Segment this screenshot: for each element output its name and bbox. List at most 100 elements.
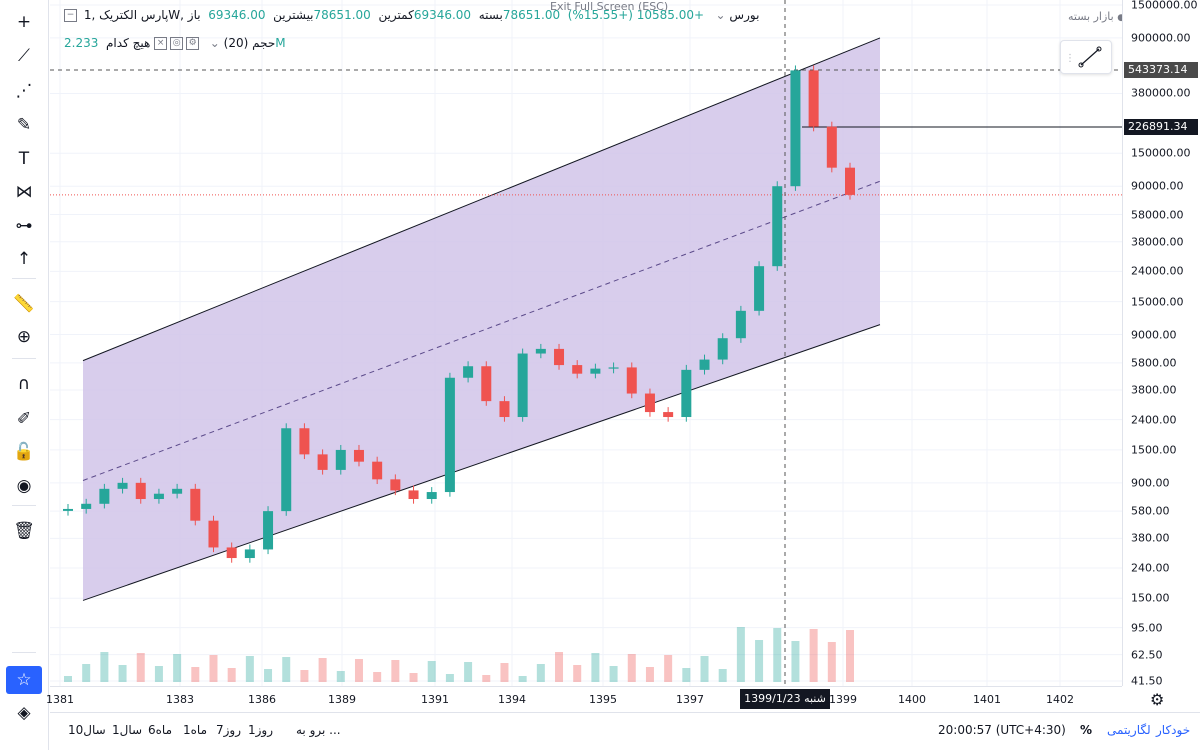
line-tool-button[interactable]: ⋮ [1060, 40, 1112, 74]
price-tick: 9000.00 [1131, 328, 1177, 342]
candle-body [608, 367, 619, 369]
layers-icon[interactable]: ◈ [17, 703, 31, 723]
candle-body [681, 369, 692, 418]
volume-bar [627, 654, 636, 682]
volume-bar [173, 654, 182, 682]
volume-sublabel: هیچ کدام [106, 36, 151, 50]
candle-body [644, 393, 655, 413]
unlock-icon[interactable]: 🔓 [13, 442, 35, 462]
volume-bar [445, 674, 454, 682]
volume-label[interactable]: حجم (20) [223, 36, 276, 50]
range-button[interactable]: 1ماه [183, 723, 208, 737]
status-dot-icon: ● [1117, 13, 1125, 23]
candle-body [263, 511, 274, 550]
candle-body [754, 266, 765, 311]
price-tick: 38000.00 [1131, 235, 1184, 249]
log-scale-toggle[interactable]: لگاریتمی [1107, 723, 1151, 737]
collapse-legend-icon[interactable]: − [64, 9, 77, 22]
volume-bar [282, 657, 291, 682]
chevron-down-icon[interactable]: ⌄ [209, 36, 220, 50]
text-icon[interactable]: T [18, 149, 30, 169]
volume-bar [300, 670, 309, 682]
candle-body [135, 482, 146, 500]
toolbar-divider [12, 358, 36, 359]
price-tick: 900000.00 [1131, 31, 1191, 45]
percent-toggle[interactable]: % [1080, 723, 1093, 737]
price-tick: 58000.00 [1131, 208, 1184, 221]
bottom-toolbar: 10سال 1سال 6ماه 1ماه 7روز 1روز برو به ... 20:… [50, 712, 1200, 751]
market-status-text: بازار بسته [1068, 10, 1114, 23]
high-value: 78651.00 [313, 8, 371, 22]
candle-body [299, 428, 310, 455]
prediction-icon[interactable]: ⊶ [15, 216, 33, 236]
settings-icon[interactable]: ⚙ [186, 37, 200, 50]
candle-body [535, 348, 546, 354]
time-scale[interactable]: شنبه 1399/1/23 1381 1383 1386 1389 1391 1394 1… [46, 686, 1122, 713]
price-tick: 240.00 [1131, 561, 1170, 575]
chart-area[interactable]: − پارس الکتریک ,1W, بورس ⌄ +10585.00 (+1… [46, 0, 1200, 751]
svg-text:⋮: ⋮ [1065, 53, 1075, 64]
volume-bar [154, 666, 163, 682]
ruler-icon[interactable]: 📏 [13, 294, 35, 314]
fullscreen-hint: Exit Full Screen (ESC) [550, 0, 669, 13]
pencil-lock-icon[interactable]: ✐ [16, 409, 32, 429]
toolbar-divider [12, 652, 36, 653]
chart-plot[interactable] [50, 0, 1122, 686]
candle-body [699, 359, 710, 370]
brush-icon[interactable]: ✎ [16, 115, 32, 135]
price-scale[interactable]: 1500000.00 900000.00 380000.00 150000.00 900… [1122, 0, 1200, 688]
price-tick: 62.50 [1131, 648, 1163, 662]
crosshair-price-label: 226891.34 [1124, 119, 1198, 135]
volume-bar [682, 668, 691, 682]
crosshair-icon[interactable]: + [16, 12, 32, 32]
close-icon[interactable]: × [154, 37, 168, 50]
visibility-icon[interactable]: ◎ [170, 37, 184, 50]
time-tick: 1386 [248, 693, 276, 706]
price-tick: 150000.00 [1131, 146, 1191, 160]
open-label: باز [187, 8, 201, 22]
candle-body [444, 377, 455, 493]
close-label: بسته [478, 8, 503, 22]
volume-bar [82, 664, 91, 682]
chart-settings-icon[interactable]: ⚙ [1150, 690, 1165, 709]
price-tick: 41.50 [1131, 674, 1163, 688]
volume-bar [755, 640, 764, 682]
market-status: بازار بسته ● [1068, 10, 1125, 23]
candle-body [790, 70, 801, 187]
price-tick: 15000.00 [1131, 295, 1184, 309]
range-button[interactable]: 10سال [68, 723, 106, 737]
magnet-icon[interactable]: ∩ [17, 374, 31, 394]
trash-icon[interactable]: 🗑 [13, 521, 35, 541]
close-value: 78651.00 [502, 8, 561, 22]
range-button[interactable]: 6ماه [148, 723, 173, 737]
toolbar-divider [12, 505, 36, 506]
high-label: بیشترین [273, 8, 314, 22]
symbol-title[interactable]: پارس الکتریک ,1W, بورس [83, 8, 760, 22]
price-tick: 380000.00 [1131, 86, 1191, 100]
arrow-up-icon[interactable]: ↑ [16, 249, 32, 269]
volume-bar [336, 671, 345, 682]
candle-body [408, 490, 419, 500]
volume-bar [500, 663, 509, 682]
candle-body [481, 366, 492, 402]
volume-bar [391, 660, 400, 682]
range-button[interactable]: 1سال [112, 723, 143, 737]
time-tick: 1401 [973, 693, 1001, 706]
trendline-icon[interactable]: ⟋ [18, 46, 30, 66]
zoom-in-icon[interactable]: ⊕ [16, 327, 32, 347]
volume-bar [536, 664, 545, 682]
chart-legend: − پارس الکتریک ,1W, بورس ⌄ +10585.00 (+1… [64, 8, 759, 22]
eye-icon[interactable]: ◉ [16, 476, 32, 496]
volume-bar [427, 661, 436, 682]
star-icon[interactable]: ☆ [6, 666, 42, 694]
fib-tool-icon[interactable]: ⋰ [15, 81, 33, 101]
range-button[interactable]: 1روز [248, 723, 274, 737]
chevron-down-icon[interactable]: ⌄ [715, 8, 726, 22]
candle-body [244, 549, 255, 559]
auto-scale-toggle[interactable]: خودکار [1156, 723, 1191, 737]
range-button[interactable]: 7روز [216, 723, 242, 737]
volume-bar [791, 641, 800, 682]
goto-date-button[interactable]: برو به ... [296, 723, 341, 737]
pattern-icon[interactable]: ⋈ [15, 182, 33, 202]
candle-body [772, 186, 783, 267]
